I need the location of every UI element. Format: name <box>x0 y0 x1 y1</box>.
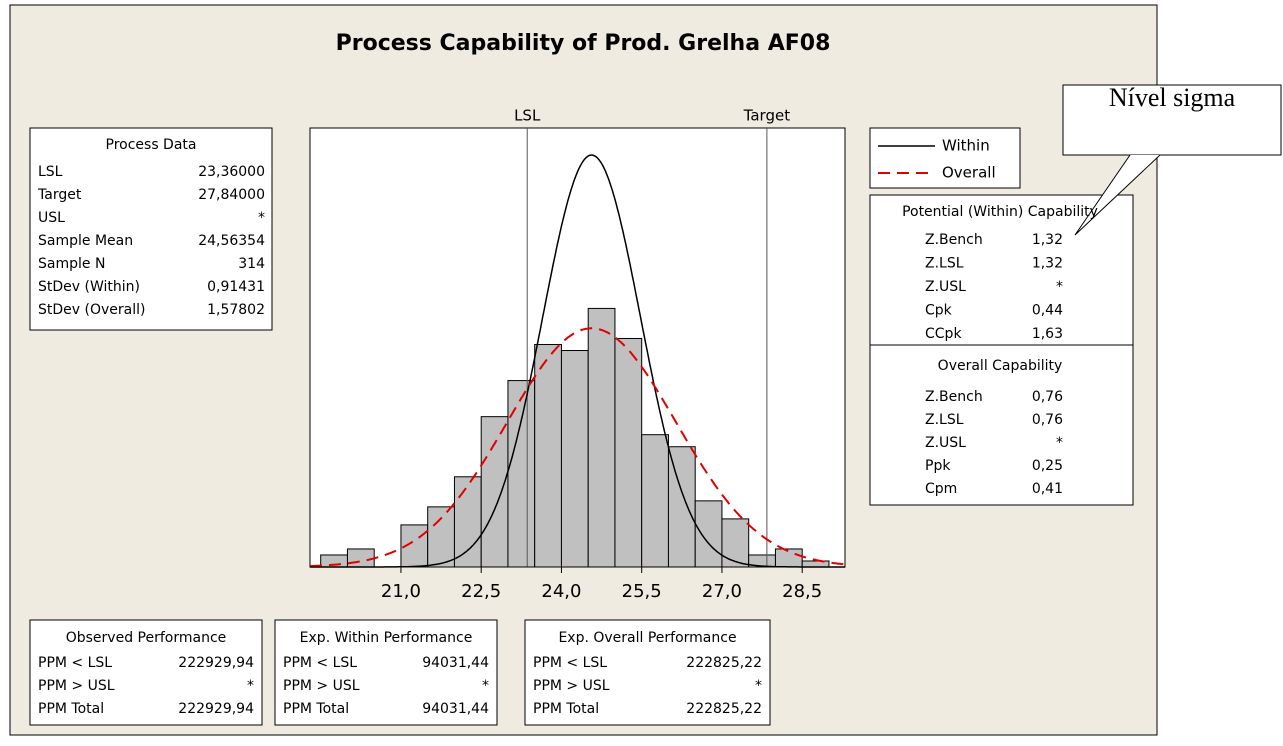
x-tick-label: 22,5 <box>461 581 501 602</box>
row-label: CCpk <box>925 326 962 342</box>
bar <box>346 548 375 568</box>
row-value: 0,44 <box>1032 303 1063 319</box>
row-label: StDev (Overall) <box>38 302 145 318</box>
row-value: 1,63 <box>1032 326 1063 342</box>
row-label: PPM < LSL <box>283 655 357 671</box>
row-value: 314 <box>238 256 265 272</box>
performance-box <box>274 619 498 726</box>
row-value: 1,32 <box>1032 232 1063 248</box>
row-label: Cpk <box>925 303 953 319</box>
performance-box <box>29 619 263 726</box>
row-label: Z.USL <box>925 435 966 451</box>
table-title: Observed Performance <box>66 630 227 646</box>
row-label: PPM Total <box>533 701 599 717</box>
capability-box <box>869 194 1134 506</box>
callout-box <box>1062 84 1282 156</box>
row-value: * <box>1056 435 1063 451</box>
row-label: Sample N <box>38 256 105 272</box>
row-label: Z.USL <box>925 279 966 295</box>
row-value: 0,41 <box>1032 481 1063 497</box>
bar <box>453 476 482 568</box>
row-label: Ppk <box>925 458 951 474</box>
row-value: * <box>247 678 254 694</box>
table-title: Exp. Within Performance <box>300 630 473 646</box>
row-value: * <box>755 678 762 694</box>
row-label: Z.Bench <box>925 232 983 248</box>
row-value: 24,56354 <box>198 233 265 249</box>
row-label: Z.LSL <box>925 256 964 272</box>
table-title: Overall Capability <box>938 358 1063 374</box>
bar <box>801 560 830 568</box>
row-value: * <box>1056 279 1063 295</box>
table-title: Potential (Within) Capability <box>902 204 1098 220</box>
bar <box>721 518 750 568</box>
row-value: * <box>258 210 265 226</box>
reference-label: Target <box>743 107 791 125</box>
table-title: Process Data <box>106 137 197 153</box>
row-value: 1,57802 <box>207 302 265 318</box>
row-value: 94031,44 <box>422 701 489 717</box>
bar <box>641 434 669 568</box>
row-value: 94031,44 <box>422 655 489 671</box>
bar <box>480 416 509 568</box>
row-label: Z.LSL <box>925 412 964 428</box>
row-label: PPM > USL <box>533 678 610 694</box>
row-label: LSL <box>38 164 63 180</box>
bar <box>587 307 616 568</box>
x-tick-label: 21,0 <box>381 581 421 602</box>
row-label: Cpm <box>925 481 957 497</box>
row-label: Z.Bench <box>925 389 983 405</box>
bar <box>614 337 643 568</box>
row-label: PPM > USL <box>283 678 360 694</box>
row-value: 0,76 <box>1032 389 1063 405</box>
row-value: 222825,22 <box>686 701 762 717</box>
row-label: StDev (Within) <box>38 279 140 295</box>
bar <box>427 506 455 568</box>
performance-box <box>524 619 771 726</box>
row-value: 0,76 <box>1032 412 1063 428</box>
bar <box>667 446 696 568</box>
x-tick-label: 24,0 <box>541 581 581 602</box>
chart-title: Process Capability of Prod. Grelha AF08 <box>336 31 831 56</box>
legend <box>869 127 1021 189</box>
bar <box>774 548 803 568</box>
process-data-box <box>29 127 273 331</box>
legend-label: Overall <box>942 164 996 182</box>
row-label: PPM Total <box>283 701 349 717</box>
callout-text: Nível sigma <box>1109 83 1236 112</box>
row-label: PPM < LSL <box>533 655 607 671</box>
bar <box>534 343 562 568</box>
row-value: 222929,94 <box>178 655 254 671</box>
table-title: Exp. Overall Performance <box>558 630 736 646</box>
fit-curve <box>309 327 846 568</box>
x-tick-label: 25,5 <box>622 581 662 602</box>
row-label: USL <box>38 210 65 226</box>
row-label: PPM < LSL <box>38 655 112 671</box>
row-value: 222825,22 <box>686 655 762 671</box>
row-value: 222929,94 <box>178 701 254 717</box>
row-label: Target <box>37 187 82 203</box>
row-value: 0,91431 <box>207 279 265 295</box>
x-tick-label: 28,5 <box>782 581 822 602</box>
row-label: PPM Total <box>38 701 104 717</box>
bar <box>694 500 723 568</box>
row-value: 1,32 <box>1032 256 1063 272</box>
row-value: 27,84000 <box>198 187 265 203</box>
row-value: 23,36000 <box>198 164 265 180</box>
bar <box>560 350 589 568</box>
x-tick-label: 27,0 <box>702 581 742 602</box>
bar <box>507 380 536 568</box>
row-label: PPM > USL <box>38 678 115 694</box>
row-label: Sample Mean <box>38 233 133 249</box>
row-value: * <box>482 678 489 694</box>
row-value: 0,25 <box>1032 458 1063 474</box>
legend-label: Within <box>942 137 990 155</box>
reference-label: LSL <box>514 107 541 125</box>
callout-pointer-edge <box>1074 154 1161 236</box>
